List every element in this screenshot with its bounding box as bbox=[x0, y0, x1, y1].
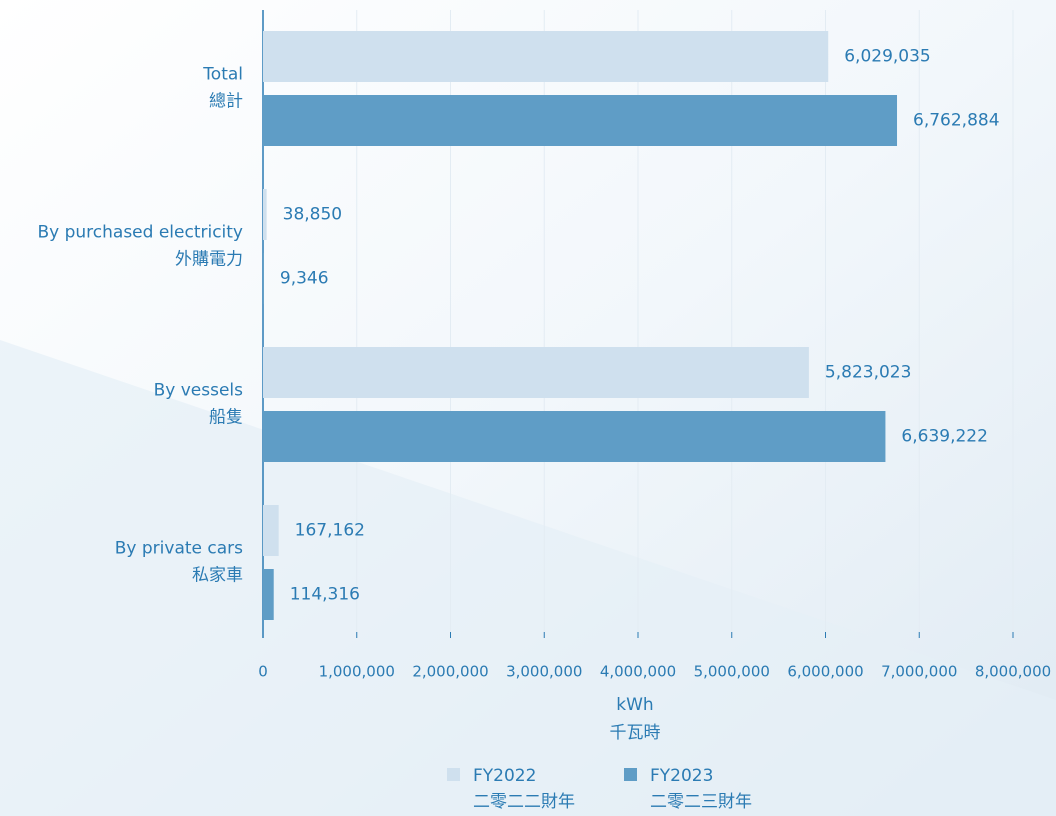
category-label-zh: 總計 bbox=[209, 92, 243, 112]
legend-label: FY2023 bbox=[650, 766, 713, 786]
x-tick-label: 4,000,000 bbox=[600, 663, 676, 681]
x-tick-label: 1,000,000 bbox=[319, 663, 395, 681]
value-label: 6,639,222 bbox=[901, 427, 988, 447]
x-axis-label-zh: 千瓦時 bbox=[610, 723, 661, 743]
x-tick-label: 5,000,000 bbox=[694, 663, 770, 681]
bar bbox=[263, 505, 279, 556]
x-tick-label: 7,000,000 bbox=[881, 663, 957, 681]
x-tick-label: 0 bbox=[258, 663, 268, 681]
value-label: 114,316 bbox=[290, 585, 360, 605]
bar bbox=[263, 31, 829, 82]
bar bbox=[263, 411, 886, 462]
value-label: 6,762,884 bbox=[913, 111, 1000, 131]
bar bbox=[263, 347, 809, 398]
x-axis-label: kWh bbox=[616, 695, 653, 715]
category-label: By purchased electricity bbox=[37, 223, 243, 243]
x-tick-label: 2,000,000 bbox=[412, 663, 488, 681]
category-label-zh: 外購電力 bbox=[175, 250, 243, 270]
value-label: 5,823,023 bbox=[825, 363, 912, 383]
legend-label-zh: 二零二二財年 bbox=[473, 792, 575, 812]
value-label: 38,850 bbox=[283, 205, 342, 225]
bar bbox=[263, 569, 274, 620]
category-label: By vessels bbox=[154, 381, 244, 401]
category-label-zh: 私家車 bbox=[192, 566, 243, 586]
legend-label-zh: 二零二三財年 bbox=[650, 792, 752, 812]
legend-swatch bbox=[624, 768, 637, 781]
value-label: 167,162 bbox=[295, 521, 365, 541]
category-label: By private cars bbox=[115, 539, 243, 559]
legend-swatch bbox=[447, 768, 460, 781]
bar bbox=[263, 189, 267, 240]
value-label: 9,346 bbox=[280, 269, 329, 289]
category-label: Total bbox=[202, 65, 243, 85]
legend-label: FY2022 bbox=[473, 766, 536, 786]
value-label: 6,029,035 bbox=[844, 47, 931, 67]
x-tick-label: 3,000,000 bbox=[506, 663, 582, 681]
x-tick-label: 6,000,000 bbox=[787, 663, 863, 681]
bar bbox=[263, 95, 898, 146]
category-label-zh: 船隻 bbox=[209, 408, 243, 428]
x-tick-label: 8,000,000 bbox=[975, 663, 1051, 681]
bar bbox=[263, 253, 264, 304]
